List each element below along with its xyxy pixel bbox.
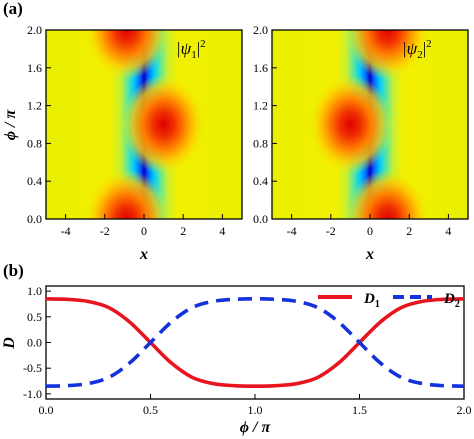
line-ytick-label: -1.0 <box>23 387 42 401</box>
panel-label-a: (a) <box>3 0 23 18</box>
heatmap-1-ytick-label: 2.0 <box>27 23 42 37</box>
line-ytick-label: 0.5 <box>27 310 42 324</box>
panel-label-b: (b) <box>3 261 24 280</box>
legend-d2-base: D <box>443 291 455 307</box>
line-xtick-label: 1.5 <box>352 403 367 417</box>
heatmap-1-xtick-label: 0 <box>141 224 147 238</box>
heatmap-2-hotspot-2 <box>345 169 430 219</box>
heatmap-1-xtick-label: -2 <box>100 224 110 238</box>
heatmap-axes: -4 -2 0 2 4 0.0 0.4 0.8 1.2 1.6 2.0 -4 -2 0 2 4 0.0 0.4 0.… <box>27 23 451 238</box>
heatmap-1-xlabel: x <box>139 246 148 263</box>
line-xtick-label: 1.0 <box>248 403 263 417</box>
heatmap-2-xtick-label: 2 <box>406 224 412 238</box>
line-xtick-label: 0.5 <box>143 403 158 417</box>
svg-text:|ψ2|2: |ψ2|2 <box>402 38 432 61</box>
heatmap-2-hotspot-3 <box>345 30 430 80</box>
heatmap-2-ytick-label: 1.6 <box>253 61 268 75</box>
line-ytick-label: -0.5 <box>23 361 42 375</box>
heatmap-2-ytick-label: 0.4 <box>253 174 268 188</box>
heatmap-1-label-base: |ψ <box>176 39 192 58</box>
heatmap-1-label-sup: 2 <box>200 38 206 50</box>
heatmap-1-ytick-label: 0.0 <box>27 212 42 226</box>
heatmap-2-label-end: | <box>423 39 426 58</box>
legend-d1-sub: 1 <box>375 299 380 310</box>
heatmap-2-label-sub: 2 <box>417 49 423 61</box>
heatmap-1-ytick-label: 0.8 <box>27 136 42 150</box>
line-xtick-label: 2.0 <box>457 403 472 417</box>
heatmap-1-label-sub: 1 <box>191 49 197 61</box>
heatmap-1-xtick-label: 4 <box>219 224 225 238</box>
heatmap-panel-2: |ψ2|2 <box>271 29 469 220</box>
line-ytick-label: 0.0 <box>27 336 42 350</box>
heatmap-2-ytick-label: 1.2 <box>253 99 268 113</box>
heatmap-1-ytick-label: 0.4 <box>27 174 42 188</box>
line-ylabel: D <box>1 337 18 350</box>
heatmap-1-label: |ψ1|2 <box>176 38 206 61</box>
line-axes: 0.0 0.5 1.0 1.5 2.0 1.0 0.5 0.0 -0.5 -1.0 <box>23 284 472 417</box>
heatmap-1-ytick-label: 1.2 <box>27 99 42 113</box>
heatmap-2-hotspots <box>308 30 430 219</box>
heatmap-2-label: |ψ2|2 <box>402 38 432 61</box>
heatmap-2-hotspot-1 <box>308 74 393 175</box>
heatmap-2-xtick-label: -2 <box>326 224 336 238</box>
line-series <box>46 297 464 388</box>
heatmap-2-label-sup: 2 <box>426 38 432 50</box>
line-panel: 0.0 0.5 1.0 1.5 2.01.00.50.0-0.5-1.0 D1 D2 D… <box>1 284 472 436</box>
heatmap-1-hotspot-1 <box>121 74 206 175</box>
series-line-d2 <box>46 297 464 388</box>
svg-text:|ψ1|2: |ψ1|2 <box>176 38 206 61</box>
heatmap-2-xtick-label: -4 <box>287 224 297 238</box>
heatmap-1-xtick-label: -4 <box>61 224 71 238</box>
heatmap-2-xtick-label: 4 <box>445 224 451 238</box>
legend: D1 D2 <box>318 291 460 310</box>
legend-label-d1: D1 <box>363 291 380 310</box>
line-plot-frame <box>45 285 465 400</box>
heatmap-panel-1: |ψ1|2 <box>45 29 243 220</box>
legend-d2-sub: 2 <box>455 299 460 310</box>
heatmap-2-ytick-label: 2.0 <box>253 23 268 37</box>
heatmap-1-label-end: | <box>197 39 200 58</box>
legend-label-d2: D2 <box>443 291 460 310</box>
heatmap-1-ytick-label: 1.6 <box>27 61 42 75</box>
line-xlabel: ϕ / π <box>240 419 272 436</box>
heatmap-1-hotspots <box>84 30 206 219</box>
heatmap-2-xtick-label: 0 <box>367 224 373 238</box>
line-ytick-label: 1.0 <box>27 284 42 298</box>
legend-d1-base: D <box>363 291 375 307</box>
heatmap-2-ytick-label: 0.0 <box>253 212 268 226</box>
heatmap-2-ytick-label: 0.8 <box>253 136 268 150</box>
heatmap-2-label-base: |ψ <box>402 39 418 58</box>
series-line-d1 <box>46 297 464 388</box>
heatmap-1-hotspot-2 <box>84 169 169 219</box>
heatmap-ylabel: ϕ / π <box>2 109 19 141</box>
heatmap-2-xlabel: x <box>365 246 374 263</box>
heatmap-1-hotspot-3 <box>84 30 169 80</box>
heatmap-1-xtick-label: 2 <box>180 224 186 238</box>
line-xtick-label: 0.0 <box>39 403 54 417</box>
